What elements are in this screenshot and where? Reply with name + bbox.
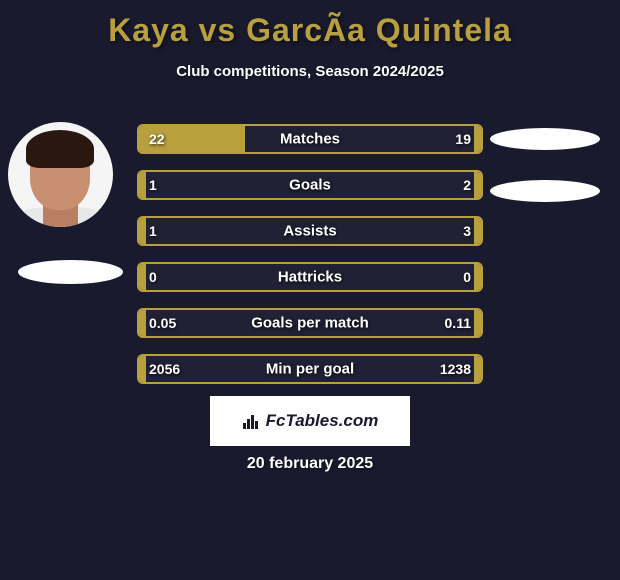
comparison-subtitle: Club competitions, Season 2024/2025 xyxy=(0,63,620,80)
stats-container: 22 Matches 19 1 Goals 2 1 Assists 3 0 Ha… xyxy=(137,124,483,400)
stat-value-right: 0 xyxy=(463,269,471,285)
stat-fill-right xyxy=(474,218,481,244)
fctables-logo[interactable]: FcTables.com xyxy=(210,396,410,446)
stat-value-right: 0.11 xyxy=(445,315,471,331)
date-text: 20 february 2025 xyxy=(247,455,373,473)
stat-fill-left xyxy=(139,218,146,244)
player-avatar-left xyxy=(8,122,113,227)
stat-fill-left xyxy=(139,172,146,198)
stat-row-hattricks: 0 Hattricks 0 xyxy=(137,262,483,292)
stat-fill-left xyxy=(139,310,146,336)
stat-value-left: 0 xyxy=(149,269,157,285)
stat-value-left: 1 xyxy=(149,177,157,193)
comparison-title: Kaya vs GarcÃ­a Quintela xyxy=(0,0,620,49)
stat-value-left: 1 xyxy=(149,223,157,239)
stat-value-left: 22 xyxy=(149,131,165,147)
stat-value-right: 2 xyxy=(463,177,471,193)
stat-label: Min per goal xyxy=(266,361,354,378)
stat-row-goals: 1 Goals 2 xyxy=(137,170,483,200)
stat-row-matches: 22 Matches 19 xyxy=(137,124,483,154)
stat-fill-right xyxy=(474,264,481,290)
stat-value-left: 2056 xyxy=(149,361,180,377)
badge-oval-right-1 xyxy=(490,128,600,150)
stat-row-goals-per-match: 0.05 Goals per match 0.11 xyxy=(137,308,483,338)
stat-value-right: 3 xyxy=(463,223,471,239)
stat-fill-left xyxy=(139,264,146,290)
stat-value-right: 1238 xyxy=(440,361,471,377)
stat-fill-left xyxy=(139,356,146,382)
stat-label: Goals per match xyxy=(251,315,369,332)
stat-label: Assists xyxy=(283,223,336,240)
stat-label: Hattricks xyxy=(278,269,342,286)
stat-row-min-per-goal: 2056 Min per goal 1238 xyxy=(137,354,483,384)
stat-value-right: 19 xyxy=(455,131,471,147)
stat-fill-right xyxy=(474,172,481,198)
stat-label: Matches xyxy=(280,131,340,148)
stat-fill-right xyxy=(474,310,481,336)
stat-label: Goals xyxy=(289,177,331,194)
logo-text: FcTables.com xyxy=(266,411,379,431)
chart-icon xyxy=(242,412,260,430)
badge-oval-right-2 xyxy=(490,180,600,202)
stat-row-assists: 1 Assists 3 xyxy=(137,216,483,246)
stat-fill-right xyxy=(474,356,481,382)
badge-oval-left xyxy=(18,260,123,284)
stat-fill-right xyxy=(474,126,481,152)
stat-value-left: 0.05 xyxy=(149,315,176,331)
